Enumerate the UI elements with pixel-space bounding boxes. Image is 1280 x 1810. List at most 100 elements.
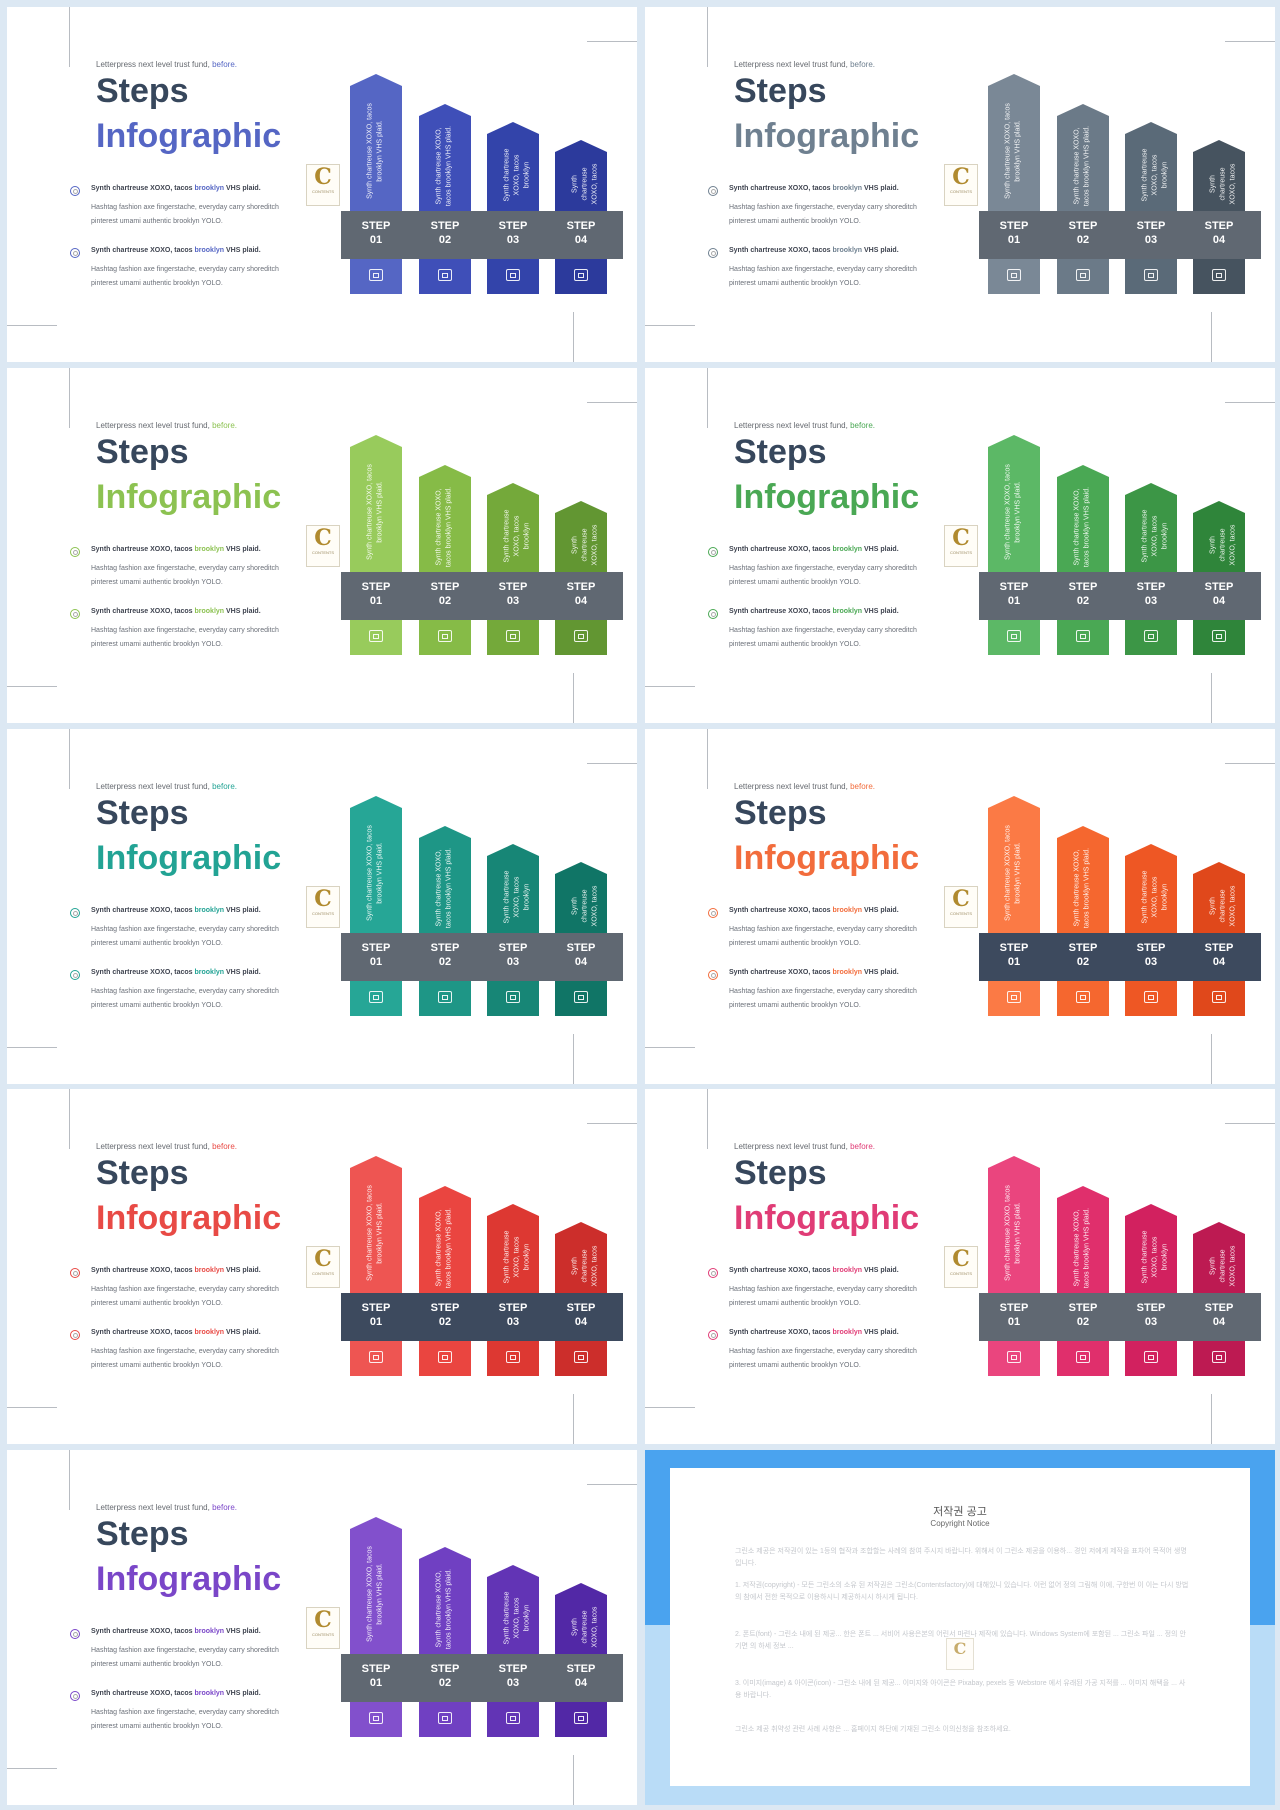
step-bar-text-line: Synth chartreuse XOXO, — [435, 1569, 442, 1648]
step-bar-text: Synth chartreuse XOXO, tacos brooklyn VHS… — [1072, 123, 1094, 208]
contents-logo: C CONTENTS — [306, 525, 340, 567]
step-band: STEP 01 STEP 02 STEP 03 STEP 04 — [979, 933, 1261, 981]
step-bar-text-line: XOXO, tacos brooklyn — [1151, 876, 1168, 917]
tagline-text: Letterpress next level trust fund, — [734, 1142, 848, 1151]
slide-blue: Letterpress next level trust fund, befor… — [7, 7, 637, 362]
play-icon — [438, 1712, 452, 1724]
bullet-title-highlight: brooklyn — [832, 907, 863, 914]
step-bar-4: Synth chartreuse XOXO, tacos — [555, 862, 607, 933]
step-icon-box — [487, 1702, 539, 1737]
step-bar-text-line: Synth chartreuse — [571, 888, 588, 923]
step-bar-text-line: XOXO, tacos brooklyn — [513, 154, 530, 195]
step-icon-box — [555, 1702, 607, 1737]
step-label-word: STEP — [999, 220, 1029, 232]
step-label-word: STEP — [430, 220, 460, 232]
step-label: STEP 01 — [350, 580, 402, 608]
step-bar-text-line: Synth chartreuse — [571, 1248, 588, 1283]
decor-line — [1225, 41, 1275, 42]
slide-pink: Letterpress next level trust fund, befor… — [645, 1089, 1275, 1444]
step-label-word: STEP — [1204, 220, 1234, 232]
step-label: STEP 01 — [988, 580, 1040, 608]
step-label: STEP 02 — [419, 219, 471, 247]
image-icon — [1144, 1351, 1158, 1363]
step-icon-box — [419, 1341, 471, 1376]
bullet-body-line: pinterest umami authentic brooklyn YOLO. — [729, 641, 861, 648]
step-bar-text-line: Synth chartreuse XOXO, tacos — [366, 1545, 373, 1642]
gift-icon — [369, 1351, 383, 1363]
step-bar-shape — [555, 862, 607, 933]
bullet-title: Synth chartreuse XOXO, tacos brooklyn VH… — [729, 546, 899, 553]
step-bar-text: Synth chartreuse XOXO, tacos — [570, 1241, 598, 1290]
step-bar-polygon — [419, 465, 471, 572]
step-bar-text-line: Synth chartreuse XOXO, tacos — [366, 1184, 373, 1281]
step-bar-text-line: XOXO, tacos brooklyn — [1151, 515, 1168, 556]
step-bar-text-line: Synth chartreuse — [1141, 509, 1148, 562]
contents-logo: C CONTENTS — [944, 1246, 978, 1288]
step-bar-text-line: XOXO, tacos — [1229, 885, 1236, 926]
step-bar-shape — [1125, 844, 1177, 933]
bullet-title-text: Synth chartreuse XOXO, tacos — [729, 1267, 831, 1274]
step-label: STEP 02 — [1057, 580, 1109, 608]
step-bar-text-line: Synth chartreuse — [1209, 166, 1226, 201]
step-bar-text: Synth chartreuse XOXO, tacos brooklyn VHS… — [1003, 454, 1025, 569]
bullet-body-line: pinterest umami authentic brooklyn YOLO. — [91, 641, 223, 648]
logo-letter: C — [952, 886, 970, 912]
step-bar-3: Synth chartreuse XOXO, tacos brooklyn — [1125, 483, 1177, 572]
bullet-title-highlight: brooklyn — [194, 1329, 225, 1336]
step-icon-box — [419, 259, 471, 294]
step-bar-polygon — [350, 74, 402, 211]
step-label-word: STEP — [566, 1302, 596, 1314]
bullet-title-text: Synth chartreuse XOXO, tacos — [91, 907, 193, 914]
step-bar-text-line: tacos brooklyn VHS plaid. — [445, 1207, 452, 1288]
step-label: STEP 01 — [350, 941, 402, 969]
step-bar-shape — [419, 1186, 471, 1293]
step-icon-box — [350, 1341, 402, 1376]
step-icon-box — [350, 259, 402, 294]
contents-logo: C CONTENTS — [306, 1607, 340, 1649]
tagline: Letterpress next level trust fund, befor… — [96, 1503, 237, 1512]
step-label-word: STEP — [430, 1663, 460, 1675]
step-bar-text-line: Synth chartreuse XOXO, tacos — [1004, 1184, 1011, 1281]
step-bar-text-line: Synth chartreuse XOXO, tacos — [1004, 102, 1011, 199]
step-bar-shape — [419, 465, 471, 572]
bullet-title-highlight: brooklyn — [194, 185, 225, 192]
step-bar-text: Synth chartreuse XOXO, tacos brooklyn VHS… — [1003, 815, 1025, 930]
bullet-body-line: pinterest umami authentic brooklyn YOLO. — [91, 218, 223, 225]
step-bar-text: Synth chartreuse XOXO, tacos brooklyn VHS… — [365, 815, 387, 930]
step-label-number: 01 — [1007, 234, 1021, 246]
bullet-body-line: Hashtag fashion axe fingerstache, everyd… — [729, 988, 917, 995]
step-bar-shape — [1057, 465, 1109, 572]
bullet-title-suffix: VHS plaid. — [226, 247, 261, 254]
step-bar-text-line: Synth chartreuse — [1209, 888, 1226, 923]
step-bar-shape — [350, 435, 402, 572]
bullet-body-line: pinterest umami authentic brooklyn YOLO. — [729, 579, 861, 586]
step-bar-shape — [350, 1156, 402, 1293]
bullet-body-line: Hashtag fashion axe fingerstache, everyd… — [91, 1709, 279, 1716]
bullet-body-line: pinterest umami authentic brooklyn YOLO. — [91, 1002, 223, 1009]
step-bar-text-line: Synth chartreuse XOXO, — [435, 848, 442, 927]
step-bar-text: Synth chartreuse XOXO, tacos brooklyn VHS… — [1072, 484, 1094, 569]
bullet-title-text: Synth chartreuse XOXO, tacos — [729, 969, 831, 976]
step-bar-polygon — [1057, 1186, 1109, 1293]
step-icon-box — [487, 620, 539, 655]
step-label-word: STEP — [1068, 942, 1098, 954]
step-label-word: STEP — [1204, 942, 1234, 954]
step-bar-2: Synth chartreuse XOXO, tacos brooklyn VHS… — [419, 465, 471, 572]
bullet-title-highlight: brooklyn — [194, 907, 225, 914]
bullet-body: Hashtag fashion axe fingerstache, everyd… — [729, 624, 917, 652]
step-label-word: STEP — [1068, 1302, 1098, 1314]
bullet-body-line: pinterest umami authentic brooklyn YOLO. — [91, 940, 223, 947]
step-bar-text-line: Synth chartreuse XOXO, tacos — [366, 824, 373, 921]
step-bar-text: Synth chartreuse XOXO, tacos — [570, 159, 598, 208]
image-icon — [1144, 991, 1158, 1003]
briefcase-icon — [1212, 1351, 1226, 1363]
bullet-title: Synth chartreuse XOXO, tacos brooklyn VH… — [729, 247, 899, 254]
step-label-number: 01 — [369, 234, 383, 246]
bullet-title-text: Synth chartreuse XOXO, tacos — [91, 608, 193, 615]
step-bar-polygon — [1057, 465, 1109, 572]
step-bar-text-line: tacos brooklyn VHS plaid. — [1083, 847, 1090, 928]
bullet-title-highlight: brooklyn — [832, 185, 863, 192]
bullet-body-line: pinterest umami authentic brooklyn YOLO. — [91, 1362, 223, 1369]
tagline-highlight: before. — [850, 421, 875, 430]
notice-paragraph: 2. 폰트(font) - 그린소 내에 된 제공... 한은 폰트 ... 서… — [735, 1631, 1186, 1650]
